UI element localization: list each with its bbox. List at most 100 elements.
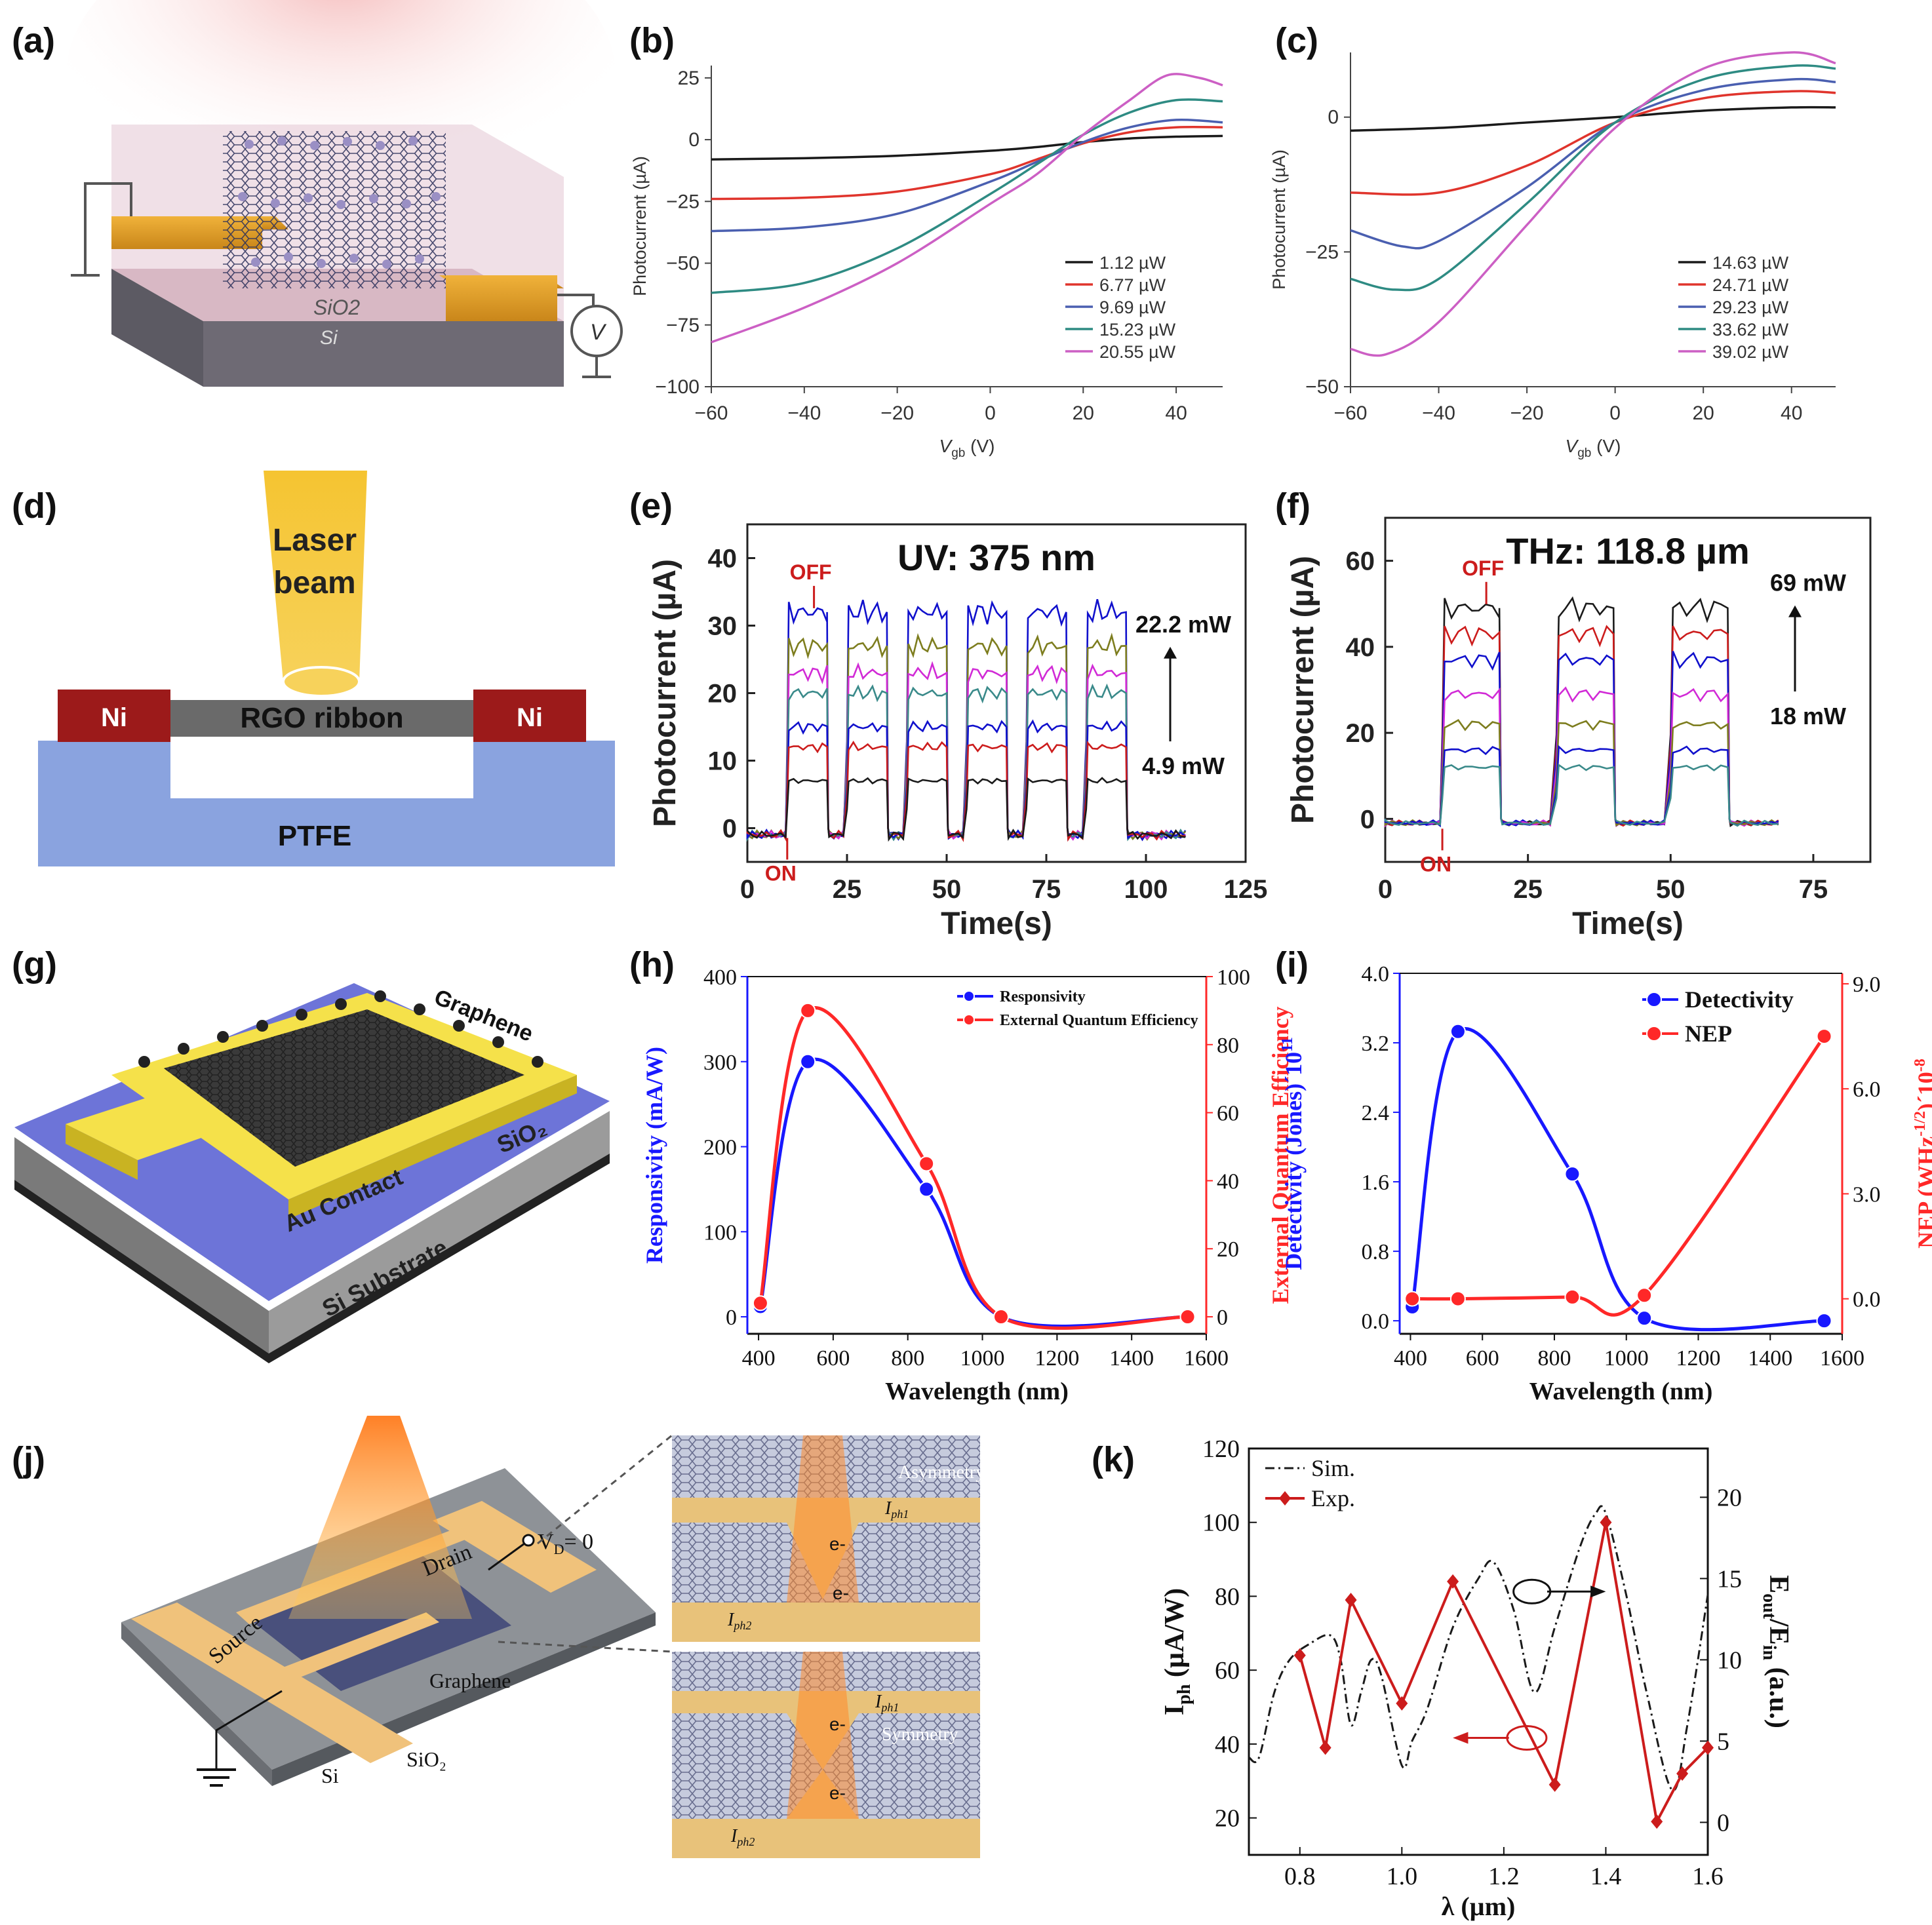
rgo-label: RGO ribbon xyxy=(240,702,403,734)
series-line-sim xyxy=(1248,1505,1709,1792)
y-tick-label-right: 20 xyxy=(1717,1484,1742,1511)
panel-label-j: (j) xyxy=(12,1440,45,1479)
y-axis-label-right-text: NEP (WHz xyxy=(1913,1137,1932,1249)
y-tick-label-left: 1.6 xyxy=(1362,1171,1390,1195)
series-line xyxy=(1384,650,1779,826)
x-tick-label: 0 xyxy=(740,875,755,904)
sio2-label-j: SiO₂ xyxy=(406,1747,446,1771)
y-tick-label-left: 20 xyxy=(1215,1805,1240,1833)
series-line xyxy=(1410,1027,1824,1332)
iph1-sym-label: Iph1 xyxy=(875,1692,899,1714)
y-tick-label: −100 xyxy=(655,376,700,398)
x-tick-label: 25 xyxy=(1513,875,1543,904)
y-tick-label-left: 40 xyxy=(1215,1731,1240,1759)
y-tick-label: 0 xyxy=(1328,107,1339,128)
off-annotation: OFF xyxy=(1462,556,1504,580)
x-tick-label: 1.2 xyxy=(1488,1863,1520,1890)
data-point xyxy=(1404,1291,1421,1307)
diagram-g: Si Substrate Graphene Au Contact SiO₂ xyxy=(14,983,610,1363)
x-tick-label: 600 xyxy=(816,1346,850,1371)
series-line xyxy=(1384,686,1779,828)
data-point xyxy=(1816,1028,1832,1045)
x-tick-label: 0.8 xyxy=(1284,1863,1316,1890)
y-tick-label: −50 xyxy=(666,253,700,275)
legend-label-sim: Sim. xyxy=(1311,1455,1355,1481)
vd-label: VD= 0 xyxy=(538,1530,593,1557)
data-point xyxy=(918,1181,935,1197)
diagram-a: V SiO2 Si xyxy=(66,0,623,387)
x-axis-label-main: V xyxy=(1566,436,1579,456)
diagram-d: Laser beam Ni Ni RGO ribbon PTFE xyxy=(38,471,615,866)
x-tick-label: 1.0 xyxy=(1387,1863,1418,1890)
panel-label-h: (h) xyxy=(629,945,675,984)
legend-marker xyxy=(1646,1026,1662,1041)
chart-i: 400 600 800 1000 1200 1400 1600 0.0 0.8 1.6 2.4 3.2… xyxy=(1279,962,1932,1405)
y-axis-label-left-sub: ph xyxy=(1174,1684,1194,1705)
x-axis-label: Vgb (V) xyxy=(939,436,995,460)
electron-label-4: e- xyxy=(829,1783,846,1803)
laser-beam xyxy=(264,471,367,682)
series-line xyxy=(746,777,1186,842)
series-line xyxy=(1384,596,1779,828)
y-tick-label: 20 xyxy=(1346,719,1375,748)
y-axis-label-left-text: Responsivity (mA/W) xyxy=(641,1047,667,1264)
series-line xyxy=(711,73,1223,343)
y-tick-label-right: 6.0 xyxy=(1853,1078,1881,1102)
si-base-front xyxy=(269,1111,610,1353)
x-tick-label: 1000 xyxy=(1604,1346,1649,1371)
y-axis-label-left-tail: (µA/W) xyxy=(1160,1588,1190,1684)
y-axis-label-right: External Quantum Efficiency xyxy=(1267,1007,1293,1304)
series-line xyxy=(1350,64,1836,292)
data-point xyxy=(752,1295,768,1312)
y-tick-label-right: 100 xyxy=(1217,965,1250,990)
data-point xyxy=(1702,1740,1714,1755)
power-arrow-head xyxy=(1164,646,1177,659)
data-point xyxy=(1636,1310,1653,1327)
electron-label-2: e- xyxy=(833,1583,849,1603)
y-tick-label: −25 xyxy=(1305,241,1339,263)
y-axis-label-left: Iph (µA/W) xyxy=(1160,1588,1194,1715)
y-axis-label: Photocurrent (µA) xyxy=(630,156,650,296)
series-line xyxy=(1384,745,1779,828)
x-tick-label: 1400 xyxy=(1109,1346,1154,1371)
x-axis-label: Time(s) xyxy=(1572,906,1684,941)
x-tick-label: −60 xyxy=(1334,402,1368,424)
y-tick-label: 20 xyxy=(708,680,738,709)
y-tick-label-right: 60 xyxy=(1217,1102,1239,1126)
x-tick-label: 400 xyxy=(742,1346,776,1371)
chart-c: −60 −40 −20 0 20 40 −50 −25 0 Vgb (V) Photocurrent… xyxy=(1269,51,1836,460)
laser-label-line1: Laser xyxy=(273,523,357,558)
x-tick-label: 1000 xyxy=(960,1346,1005,1371)
legend-label: Detectivity xyxy=(1685,986,1794,1013)
panel-label-i: (i) xyxy=(1275,945,1309,984)
x-tick-label: 25 xyxy=(833,875,862,904)
legend-marker xyxy=(963,990,975,1002)
y-tick-label-right: 9.0 xyxy=(1853,973,1881,997)
data-point xyxy=(800,1002,816,1019)
x-axis-label-sub: gb xyxy=(1577,446,1591,460)
y-tick-label: 40 xyxy=(1346,633,1375,662)
legend-label: 20.55 µW xyxy=(1099,342,1176,362)
legend-label: 15.23 µW xyxy=(1099,320,1176,340)
legend-label: 9.69 µW xyxy=(1099,298,1166,317)
y-tick-label-left: 300 xyxy=(703,1051,737,1075)
y-tick-label-left: 100 xyxy=(1202,1509,1240,1537)
x-axis-label-tail: (V) xyxy=(1591,436,1621,456)
y-tick-label-right: 5 xyxy=(1717,1728,1729,1755)
on-annotation: ON xyxy=(1420,852,1451,876)
y-tick-label-left: 3.2 xyxy=(1362,1032,1390,1056)
y-tick-label-left: 400 xyxy=(703,965,737,990)
chart-k: 0.8 1.0 1.2 1.4 1.6 20 40 60 80 100 120 0 5 10 15 20 λ (… xyxy=(1160,1435,1794,1921)
ground-wire xyxy=(84,182,132,275)
series-line xyxy=(1384,625,1779,827)
data-point xyxy=(1636,1287,1653,1304)
x-tick-label: 0 xyxy=(985,402,996,424)
sim-axis-marker xyxy=(1512,1578,1552,1604)
x-axis-label: Wavelength (nm) xyxy=(1529,1378,1713,1405)
data-point xyxy=(1449,1023,1466,1040)
y-tick-label-left: 80 xyxy=(1215,1583,1240,1610)
series-line xyxy=(759,1057,1188,1328)
x-tick-label: −60 xyxy=(695,402,728,424)
series-line xyxy=(759,1006,1188,1330)
x-tick-label: 20 xyxy=(1073,402,1094,424)
